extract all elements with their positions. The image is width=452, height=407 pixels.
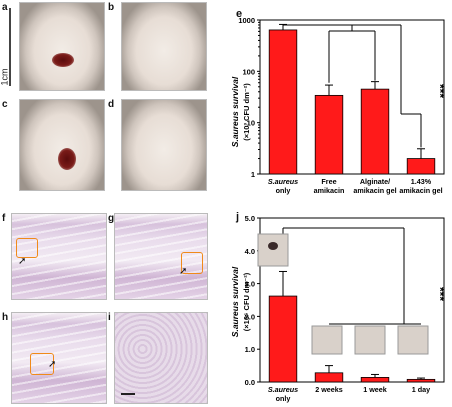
bar [360,88,390,175]
panel-label-i: i [108,312,111,323]
scale-bar-micro [121,393,135,395]
region-box [30,353,54,375]
scale-label: 1cm [0,68,10,86]
x-tick-label: amikacin [314,186,345,195]
y-tick-label: 3.0 [245,280,255,289]
bar [314,94,344,175]
y-tick-label: 1.0 [245,345,255,354]
mouse-photo-d [121,99,207,191]
x-tick-label: 1.43% [411,177,432,186]
region-box [181,252,203,274]
inset-photo [397,325,429,355]
y-tick-label: 4.0 [245,247,255,256]
ylabel-group: S.aureus survival (×10⁶ CFU dm⁻²) [230,266,251,337]
mouse-photo-b [121,2,207,91]
wound-mark [52,53,74,67]
y-tick-label: 2.0 [245,312,255,321]
panel-label-b: b [108,2,115,13]
panel-label-c: c [2,99,8,110]
y-axis-label: S.aureus survival [230,266,240,337]
mouse-photo-c [19,99,105,191]
y-axis-label: S.aureus survival [230,76,240,147]
y-tick-label: 1 [251,170,255,179]
y-tick-label: 1000 [238,16,255,25]
histology-image-f: ➚ [11,213,107,300]
panel-label-d: d [108,99,115,110]
x-tick-label: Free [321,177,336,186]
panel-label-g: g [108,213,115,224]
x-tick-label: 2 weeks [315,385,343,394]
plot-frame [259,217,445,383]
x-tick-label: 1 week [363,385,387,394]
y-tick-label: 100 [242,67,255,76]
arrow-marker: ➚ [179,266,188,277]
panel-label-a: a [2,2,8,13]
ylabel-group: S.aureus survival (×10³ CFU dm⁻²) [230,76,251,147]
histology-image-h: ➚ [11,312,107,404]
plot-frame [259,19,445,175]
x-tick-label: S.aureus [268,177,298,186]
x-tick-label: only [276,394,291,403]
x-tick-label: only [276,186,291,195]
bar [406,158,436,175]
x-tick-label: 1 day [412,385,430,394]
chart-j: S.aureus survival (×10⁶ CFU dm⁻²) 0.0 1.0… [230,214,447,403]
arrow-marker: ➚ [18,256,27,267]
histology-image-g: ➚ [114,213,208,300]
x-tick-label: S.aureus [268,385,298,394]
bar [314,372,344,383]
panel-label-j: j [236,211,240,223]
bar [268,295,298,383]
panel-label-f: f [2,213,6,224]
bar [268,29,298,175]
panel-label-h: h [2,312,9,323]
y-tick-label: 0.0 [245,378,255,387]
bar [360,377,390,383]
mouse-photo-a [19,2,105,91]
significance-marker: *** [433,287,447,301]
significance-marker: *** [433,84,447,98]
inset-thumbnails [257,233,429,355]
region-box [16,238,38,258]
x-tick-label: amikacin gel [399,186,442,195]
y-tick-label: 10 [247,119,255,128]
wound-mark [58,148,76,170]
x-tick-label: amikacin gel [353,186,396,195]
scale-bar [9,8,11,86]
y-tick-label: 5.0 [245,214,255,223]
inset-photo [311,325,343,355]
inset-photo [354,325,386,355]
x-tick-label: Alginate/ [360,177,390,186]
chart-e: S.aureus survival (×10³ CFU dm⁻²) 1 10 100… [230,16,447,195]
panel-label-e: e [236,8,243,20]
inset-wound [268,242,278,250]
y-axis-unit: (×10⁶ CFU dm⁻²) [242,272,251,331]
histology-image-i [114,312,208,404]
y-axis-unit: (×10³ CFU dm⁻²) [242,83,251,141]
bar [406,378,436,383]
arrow-marker: ➚ [48,359,57,370]
